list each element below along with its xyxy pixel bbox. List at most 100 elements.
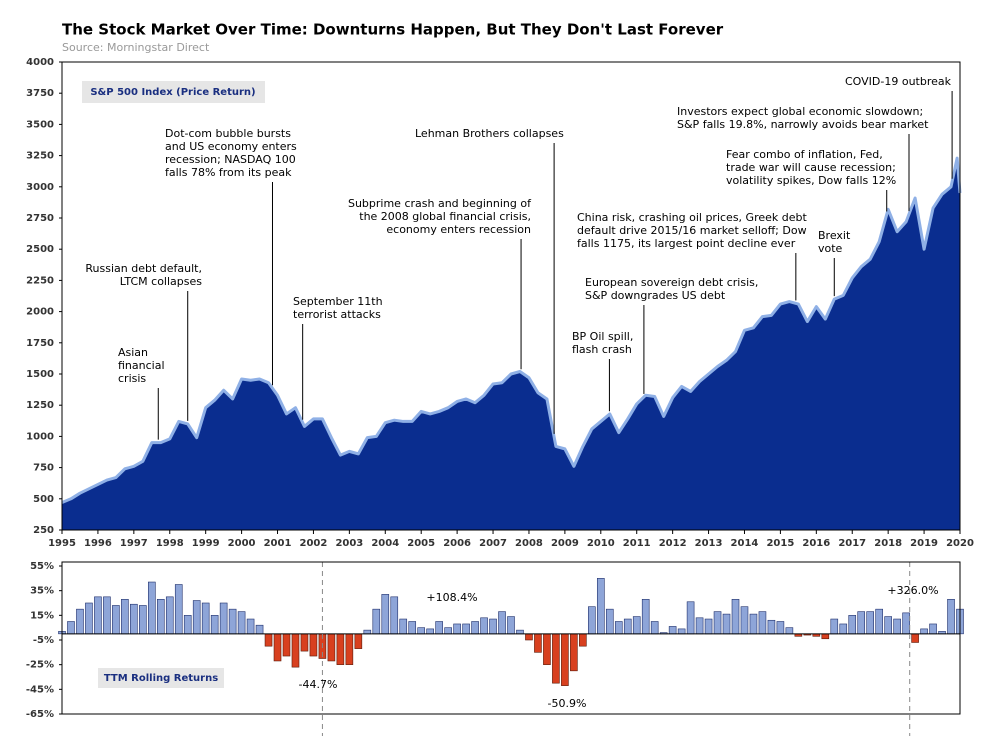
bar — [426, 628, 434, 635]
annotation: COVID-19 outbreak — [845, 75, 952, 88]
bar — [911, 633, 919, 643]
bar — [309, 633, 318, 657]
bar — [435, 621, 443, 635]
bar — [67, 621, 75, 635]
bar — [85, 602, 93, 635]
annotation: volatility spikes, Dow falls 12% — [726, 174, 896, 187]
chart-subtitle: Source: Morningstar Direct — [62, 41, 210, 54]
bar — [255, 624, 264, 635]
x-tick-label: 1995 — [48, 538, 76, 549]
bar — [588, 606, 596, 635]
y-tick-label: 1500 — [26, 369, 54, 380]
bar — [902, 612, 910, 635]
y-tick-label: 3500 — [26, 119, 54, 130]
bar — [605, 608, 614, 635]
annotation: Brexit — [818, 229, 851, 242]
y-tick-label: 2500 — [26, 244, 54, 255]
bar — [641, 598, 650, 635]
annotation: recession; NASDAQ 100 — [165, 153, 296, 166]
bar — [561, 633, 569, 686]
annotation: European sovereign debt crisis, — [585, 276, 758, 289]
plot-frame — [61, 561, 961, 715]
bar — [237, 611, 246, 635]
bar — [94, 596, 102, 635]
annotation: financial — [118, 359, 165, 372]
x-tick-label: 2019 — [910, 538, 938, 549]
x-tick-label: 2004 — [371, 538, 399, 549]
area-line — [61, 156, 962, 504]
bar — [525, 633, 533, 641]
bar — [650, 621, 659, 635]
bar — [507, 616, 515, 635]
x-tick-label: 2007 — [479, 538, 507, 549]
y-tick-label: 1250 — [26, 400, 54, 411]
bar — [291, 633, 300, 668]
bar — [686, 601, 695, 635]
bar — [480, 617, 488, 635]
bar — [192, 600, 201, 635]
bar — [534, 633, 542, 653]
bar — [884, 616, 892, 635]
bar — [381, 594, 390, 635]
bar — [848, 615, 857, 635]
annotation: BP Oil spill, — [572, 330, 633, 343]
x-tick-label: 1997 — [120, 538, 148, 549]
x-tick-label: 2018 — [874, 538, 902, 549]
annotation: falls 78% from its peak — [165, 166, 292, 179]
bar — [372, 608, 381, 635]
legend-box — [82, 81, 265, 103]
bar — [345, 633, 354, 665]
bar — [363, 629, 372, 635]
x-tick-label: 2012 — [659, 538, 687, 549]
chart-title: The Stock Market Over Time: Downturns Ha… — [62, 21, 724, 39]
area-fill — [62, 158, 960, 530]
y-tick-label: 2750 — [26, 213, 54, 224]
y-tick-label: 250 — [33, 525, 54, 536]
bar — [614, 621, 623, 635]
y-tick-label: 2000 — [26, 307, 54, 318]
bar — [471, 621, 479, 635]
annotation: falls 1175, its largest point decline ev… — [577, 237, 796, 250]
bar — [336, 633, 345, 665]
annotation: Asian — [118, 346, 148, 359]
bar — [183, 615, 192, 635]
x-tick-label: 2005 — [407, 538, 435, 549]
bar — [758, 611, 767, 635]
bar — [677, 628, 686, 635]
bar — [130, 603, 138, 635]
annotation: S&P falls 19.8%, narrowly avoids bear ma… — [677, 118, 929, 131]
annotation: Dot-com bubble bursts — [165, 127, 291, 140]
y-tick-label: 3250 — [26, 151, 54, 162]
bar — [596, 578, 605, 635]
bar — [785, 627, 794, 635]
bar — [866, 611, 875, 635]
x-tick-label: 2011 — [623, 538, 651, 549]
bar — [731, 598, 740, 635]
x-tick-label: 1998 — [156, 538, 184, 549]
bar — [920, 628, 928, 635]
annotation: S&P downgrades US debt — [585, 289, 726, 302]
bar — [668, 626, 677, 635]
bar — [273, 633, 282, 662]
annotation: vote — [818, 242, 843, 255]
annotation: -44.7% — [299, 678, 338, 691]
legend-label: TTM Rolling Returns — [104, 673, 218, 684]
bar — [156, 598, 165, 635]
bar — [570, 633, 578, 672]
bar — [174, 584, 183, 635]
y-tick-label: -45% — [26, 684, 54, 695]
x-tick-label: 2013 — [695, 538, 723, 549]
bar — [139, 605, 147, 635]
annotation: Fear combo of inflation, Fed, — [726, 148, 883, 161]
annotation: Lehman Brothers collapses — [415, 127, 564, 140]
annotation: default drive 2015/16 market selloff; Do… — [577, 224, 807, 237]
annotation: Subprime crash and beginning of — [348, 197, 532, 210]
y-tick-label: 1750 — [26, 338, 54, 349]
bar — [228, 608, 237, 635]
bar — [399, 618, 408, 635]
x-tick-label: 2014 — [731, 538, 759, 549]
bar — [489, 618, 497, 635]
bar — [408, 621, 417, 635]
y-tick-label: -5% — [33, 635, 54, 646]
